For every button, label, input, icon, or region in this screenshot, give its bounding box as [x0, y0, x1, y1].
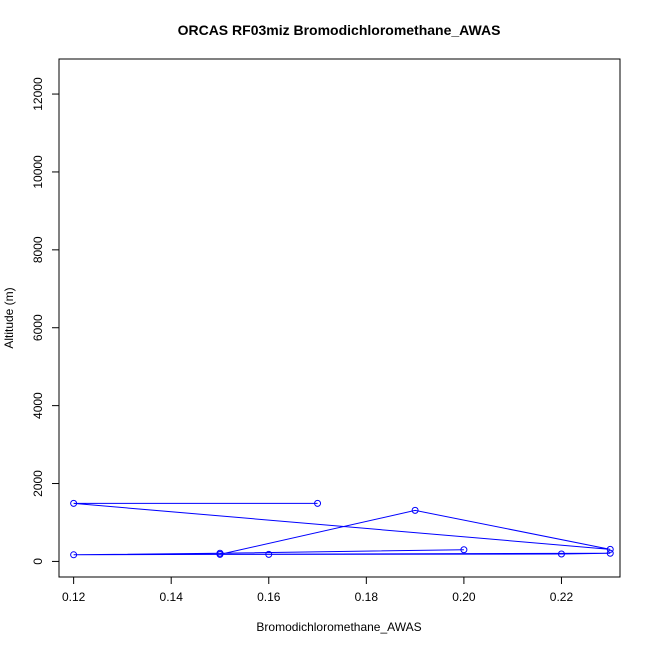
plot-frame [58, 58, 621, 578]
chart-title: ORCAS RF03miz Bromodichloromethane_AWAS [178, 22, 501, 38]
series-line [73, 502, 611, 556]
data-point [606, 545, 614, 553]
y-tick-label: 12000 [31, 77, 45, 111]
x-tick-label: 0.18 [355, 590, 379, 604]
y-tick-label: 10000 [31, 155, 45, 189]
x-tick-label: 0.12 [62, 590, 86, 604]
x-tick-label: 0.16 [257, 590, 281, 604]
data-point [606, 549, 614, 557]
x-tick-label: 0.14 [160, 590, 184, 604]
series-points [70, 499, 614, 559]
data-point [460, 546, 468, 554]
data-point [70, 499, 78, 507]
data-point [265, 550, 273, 558]
y-tick-label: 8000 [31, 236, 45, 263]
y-axis-label: Altitude (m) [2, 287, 16, 348]
x-axis-label: Bromodichloromethane_AWAS [256, 620, 421, 634]
y-tick-label: 2000 [31, 470, 45, 497]
data-point [216, 549, 224, 557]
y-tick-label: 6000 [31, 314, 45, 341]
y-axis: 0 2000 4000 6000 8000 10000 12000 [31, 77, 60, 565]
data-point [411, 506, 419, 514]
series-path [73, 502, 611, 556]
x-tick-label: 0.20 [452, 590, 476, 604]
data-point [314, 499, 322, 507]
y-tick-label: 0 [31, 558, 45, 565]
y-tick-label: 4000 [31, 392, 45, 419]
data-point [70, 551, 78, 559]
x-axis: 0.12 0.14 0.16 0.18 0.20 0.22 [62, 576, 574, 604]
data-point [557, 550, 565, 558]
x-tick-label: 0.22 [550, 590, 574, 604]
